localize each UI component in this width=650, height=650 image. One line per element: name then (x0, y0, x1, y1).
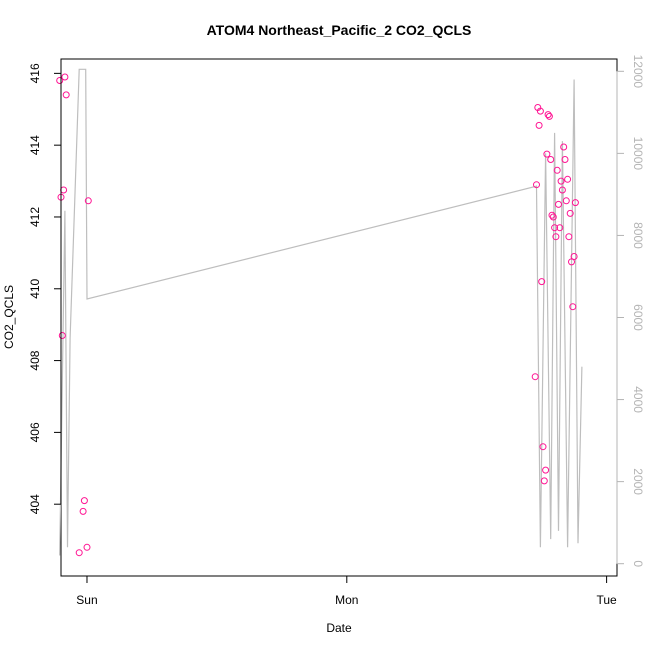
data-point (565, 233, 573, 241)
data-point (80, 497, 88, 505)
data-point (544, 111, 552, 119)
data-point (83, 543, 91, 551)
data-point (547, 156, 555, 163)
y-tick-label: 414 (28, 135, 42, 155)
data-point (58, 332, 66, 339)
y-tick-label: 416 (28, 63, 42, 83)
data-point (543, 150, 551, 158)
data-point (560, 143, 568, 151)
data-point (84, 197, 92, 205)
plot-frame (60, 58, 618, 577)
y-tick-label: 406 (28, 422, 42, 442)
data-point (79, 507, 87, 515)
data-point (539, 443, 547, 451)
data-point (548, 211, 556, 219)
data-point (61, 73, 69, 81)
data-point (557, 177, 565, 185)
y-tick-label: 404 (28, 494, 42, 514)
x-tick-label: Sun (76, 593, 97, 607)
data-point (571, 199, 579, 207)
y-tick-label: 412 (28, 207, 42, 227)
data-point (570, 253, 578, 260)
data-point (75, 549, 83, 557)
data-point (553, 166, 561, 174)
x-tick-label: Mon (335, 593, 358, 607)
data-point (566, 209, 574, 217)
data-point (564, 175, 572, 183)
data-point (56, 77, 64, 84)
y2-tick-label: 8000 (631, 222, 645, 249)
chart-title: ATOM4 Northeast_Pacific_2 CO2_QCLS (207, 22, 472, 38)
data-point (555, 200, 562, 208)
y-axis-label: CO2_QCLS (2, 285, 16, 349)
data-point (62, 91, 70, 99)
data-point (535, 121, 543, 129)
y2-tick-label: 12000 (631, 55, 645, 89)
data-point (536, 107, 544, 115)
y2-tick-label: 4000 (631, 386, 645, 413)
data-point (569, 303, 577, 311)
y2-tick-label: 10000 (631, 137, 645, 171)
y2-tick-label: 6000 (631, 304, 645, 331)
data-point (562, 197, 570, 205)
data-point (556, 224, 564, 232)
data-point (558, 186, 566, 194)
data-point (533, 181, 540, 189)
data-point (568, 258, 575, 266)
data-point (561, 156, 569, 163)
data-point (549, 213, 557, 221)
plot-area (56, 58, 618, 577)
data-point (551, 224, 559, 232)
data-point (552, 233, 560, 241)
x-axis: Sun Mon Tue (76, 575, 617, 607)
series-line (59, 68, 583, 556)
data-point (540, 477, 548, 485)
data-point (538, 278, 546, 286)
data-point (531, 373, 539, 381)
x-axis-label: Date (326, 621, 352, 635)
x-tick-label: Tue (596, 593, 617, 607)
y-tick-label: 410 (28, 278, 42, 298)
data-point (545, 112, 553, 120)
data-point (542, 466, 550, 474)
y2-tick-label: 0 (631, 560, 645, 567)
y-tick-label: 408 (28, 350, 42, 370)
y2-tick-label: 2000 (631, 468, 645, 495)
y-axis-right: 0 2000 4000 6000 8000 10000 12000 (616, 55, 645, 567)
y-axis-left: 404 406 408 410 412 414 416 (28, 63, 62, 514)
